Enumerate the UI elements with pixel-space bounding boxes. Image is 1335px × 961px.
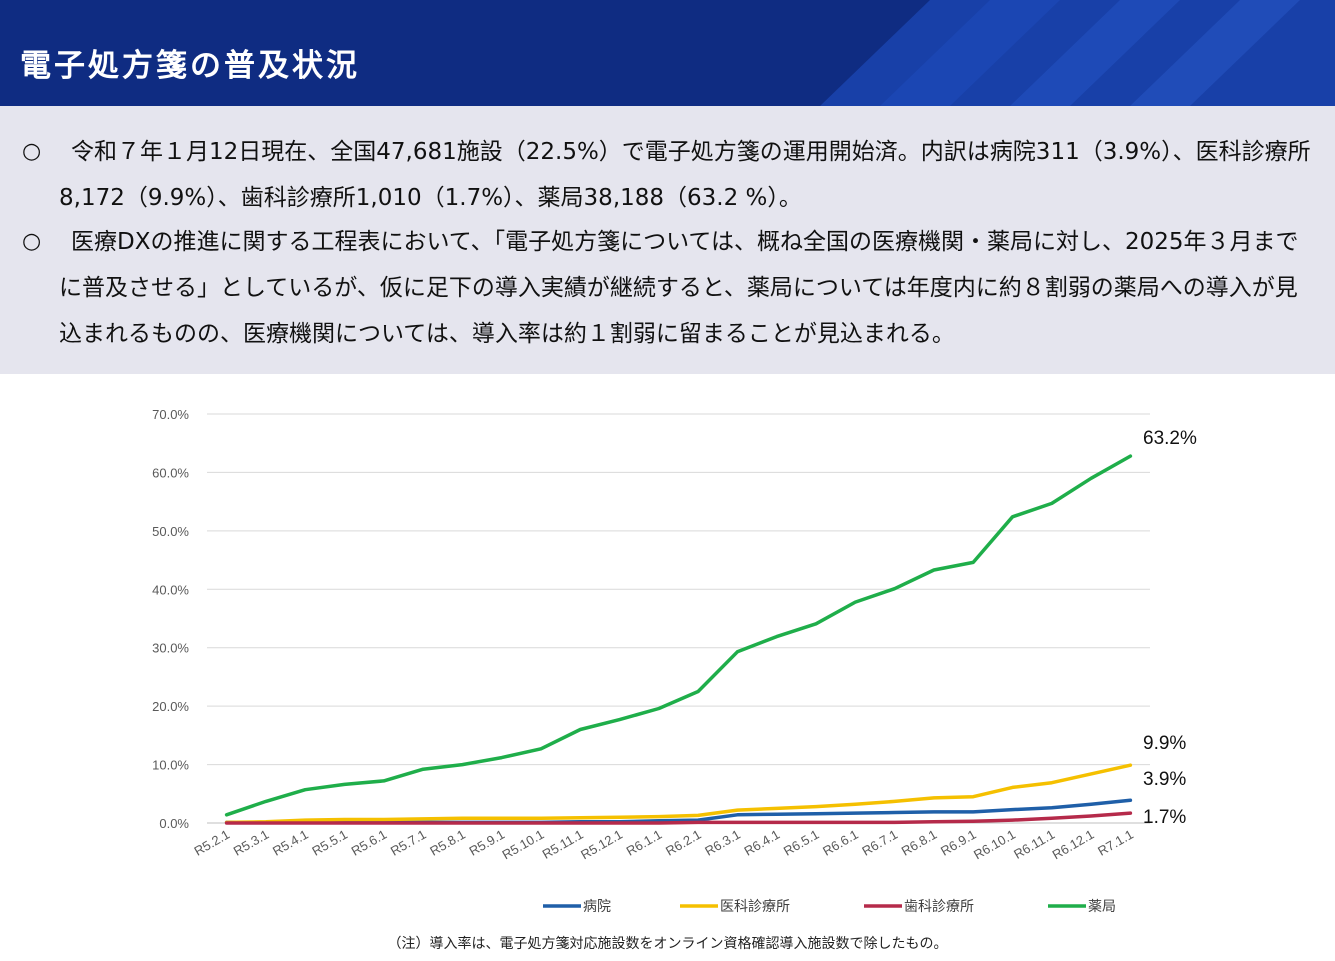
- bullet-mark: ○: [22, 139, 42, 164]
- x-tick-label: R7.1.1: [1095, 827, 1136, 859]
- x-tick-label: R6.1.1: [624, 827, 665, 859]
- summary-box: ○ 令和７年１月12日現在、全国47,681施設（22.5%）で電子処方箋の運用…: [0, 106, 1335, 374]
- y-tick-label: 50.0%: [152, 524, 189, 539]
- x-tick-label: R5.5.1: [309, 827, 350, 859]
- data-label: 1.7%: [1143, 807, 1186, 828]
- x-tick-label: R6.12.1: [1050, 827, 1097, 863]
- y-tick-label: 0.0%: [159, 816, 189, 831]
- x-tick-label: R6.6.1: [820, 827, 861, 859]
- header-decoration: [0, 0, 1335, 106]
- bullet-text: 医療DXの推進に関する工程表において、「電子処方箋については、概ね全国の医療機関…: [59, 229, 1299, 347]
- y-tick-label: 10.0%: [152, 758, 189, 773]
- x-tick-label: R5.6.1: [349, 827, 390, 859]
- x-tick-label: R6.7.1: [859, 827, 900, 859]
- legend-label: 歯科診療所: [904, 898, 974, 914]
- page-title: 電子処方箋の普及状況: [20, 48, 360, 84]
- data-label: 63.2%: [1143, 428, 1197, 449]
- chart-area: 0.0% 10.0% 20.0% 30.0% 40.0% 50.0% 60.0% 70.0% R…: [0, 374, 1335, 957]
- x-tick-label: R6.3.1: [702, 827, 743, 859]
- series-line-薬局: [224, 454, 1133, 817]
- y-tick-label: 30.0%: [152, 641, 189, 656]
- summary-bullet: ○ 医療DXの推進に関する工程表において、「電子処方箋については、概ね全国の医療…: [22, 219, 1312, 357]
- header-bar: 電子処方箋の普及状況: [0, 0, 1335, 106]
- x-tick-label: R6.2.1: [663, 827, 704, 859]
- legend-label: 病院: [583, 898, 611, 914]
- x-tick-label: R5.4.1: [270, 827, 311, 859]
- chart-note: （注）導入率は、電子処方箋対応施設数をオンライン資格確認導入施設数で除したもの。: [387, 936, 948, 952]
- x-tick-label: R6.4.1: [742, 827, 783, 859]
- x-tick-label: R6.8.1: [899, 827, 940, 859]
- x-tick-label: R5.8.1: [427, 827, 468, 859]
- x-tick-label: R6.5.1: [781, 827, 822, 859]
- data-label: 3.9%: [1143, 769, 1186, 790]
- x-tick-label: R6.10.1: [971, 827, 1018, 863]
- x-tick-label: R5.12.1: [578, 827, 625, 863]
- series-line-歯科診療所: [224, 811, 1133, 825]
- x-tick-label: R5.11.1: [540, 827, 586, 862]
- data-label: 9.9%: [1143, 733, 1186, 754]
- legend-label: 医科診療所: [720, 898, 790, 914]
- y-tick-label: 40.0%: [152, 582, 189, 597]
- legend-label: 薬局: [1088, 898, 1116, 914]
- line-chart: 0.0% 10.0% 20.0% 30.0% 40.0% 50.0% 60.0% 70.0% R…: [152, 407, 1197, 914]
- x-tick-label: R5.7.1: [388, 827, 429, 859]
- y-tick-label: 60.0%: [152, 465, 189, 480]
- x-tick-label: R6.11.1: [1011, 827, 1057, 862]
- x-tick-label: R5.10.1: [500, 827, 547, 863]
- y-tick-label: 20.0%: [152, 699, 189, 714]
- bullet-text: 令和７年１月12日現在、全国47,681施設（22.5%）で電子処方箋の運用開始…: [59, 139, 1311, 211]
- summary-bullet: ○ 令和７年１月12日現在、全国47,681施設（22.5%）で電子処方箋の運用…: [22, 129, 1312, 221]
- x-tick-label: R5.3.1: [231, 827, 272, 859]
- series-line-医科診療所: [224, 763, 1133, 825]
- bullet-mark: ○: [22, 229, 42, 254]
- y-tick-label: 70.0%: [152, 407, 189, 422]
- x-tick-label: R5.2.1: [191, 827, 232, 859]
